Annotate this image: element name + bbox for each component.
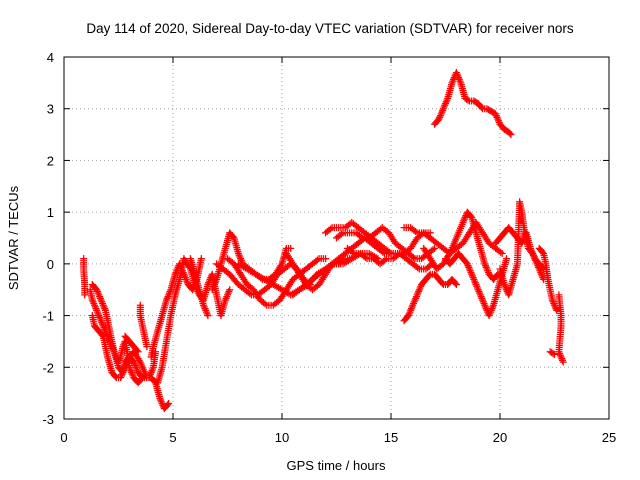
data-point	[229, 233, 237, 241]
data-point	[498, 250, 506, 258]
data-point	[137, 375, 145, 383]
data-point	[165, 399, 173, 407]
series-early-g	[147, 255, 205, 361]
data-point	[409, 253, 417, 261]
data-point	[143, 343, 151, 351]
data-point	[381, 256, 389, 264]
data-point	[138, 374, 146, 382]
y-tick-label: -3	[42, 412, 54, 427]
series-early-f	[136, 301, 151, 351]
data-point	[327, 261, 335, 269]
y-tick-label: 2	[47, 153, 54, 168]
y-tick-label: 3	[47, 102, 54, 117]
data-point	[451, 279, 459, 287]
data-point	[348, 255, 356, 263]
data-point	[134, 348, 142, 356]
y-tick-label: -1	[42, 309, 54, 324]
data-point	[261, 300, 269, 308]
data-point	[287, 244, 295, 252]
data-point	[340, 256, 348, 264]
series-early-i	[186, 255, 212, 320]
y-tick-label: 0	[47, 257, 54, 272]
x-tick-label: 15	[384, 430, 398, 445]
data-point	[412, 228, 420, 236]
chart-title: Day 114 of 2020, Sidereal Day-to-day VTE…	[86, 21, 573, 36]
series-mid-c	[224, 255, 330, 309]
data-point	[414, 264, 422, 272]
y-tick-label: 1	[47, 205, 54, 220]
data-point	[197, 255, 205, 263]
data-point	[425, 271, 433, 279]
series-mid-h	[333, 224, 439, 263]
data-point	[452, 281, 460, 289]
data-point	[133, 346, 141, 354]
x-tick-label: 10	[275, 430, 289, 445]
data-point	[477, 103, 485, 111]
series-late-b	[400, 270, 460, 325]
data-point	[549, 349, 557, 357]
data-point	[246, 290, 254, 298]
plot-frame	[63, 56, 610, 420]
x-axis-label: GPS time / hours	[287, 458, 386, 473]
data-point	[497, 248, 505, 256]
series-late-f	[496, 198, 548, 299]
series-early-a	[80, 255, 89, 299]
data-point	[507, 131, 515, 139]
series-mid-f	[289, 255, 356, 299]
data-point	[164, 401, 172, 409]
series-late-d	[442, 250, 511, 320]
series-mid-i	[343, 244, 436, 273]
series-late-i	[546, 348, 558, 358]
series-late-g	[535, 244, 561, 314]
data-point	[551, 350, 558, 358]
data-point	[431, 244, 439, 252]
data-point	[204, 312, 212, 320]
data-point	[361, 253, 369, 261]
x-tick-label: 20	[493, 430, 507, 445]
series-mid-a	[208, 229, 295, 294]
data-point	[467, 212, 475, 220]
data-point	[322, 255, 330, 263]
data-point	[226, 286, 234, 294]
series-high	[431, 69, 515, 139]
x-axis: 0 5 10 15 20 25	[60, 57, 616, 445]
data-point	[385, 248, 393, 256]
data-point	[553, 306, 561, 314]
y-axis: -3 -2 -1 0 1 2 3 4	[42, 50, 609, 427]
data-point	[464, 96, 472, 104]
series-early-e	[121, 332, 142, 356]
data-point	[539, 248, 547, 256]
data-point	[503, 255, 511, 263]
x-tick-label: 0	[60, 430, 67, 445]
data-point	[81, 291, 89, 299]
data-point	[111, 372, 119, 380]
data-point	[559, 358, 567, 366]
data-point	[313, 256, 321, 264]
data-point	[327, 225, 335, 233]
x-tick-label: 25	[602, 430, 616, 445]
data-point	[438, 279, 446, 287]
data-point	[429, 246, 437, 254]
y-axis-label: SDTVAR / TECUs	[6, 185, 21, 290]
data-marks	[80, 69, 567, 413]
data-point	[357, 233, 365, 241]
y-tick-label: -2	[42, 360, 54, 375]
data-point	[506, 129, 514, 137]
data-point	[337, 230, 345, 238]
x-tick-label: 5	[169, 430, 176, 445]
y-tick-label: 4	[47, 50, 54, 65]
series-late-h	[555, 291, 567, 366]
series-early-d	[86, 286, 146, 387]
data-point	[348, 248, 356, 256]
